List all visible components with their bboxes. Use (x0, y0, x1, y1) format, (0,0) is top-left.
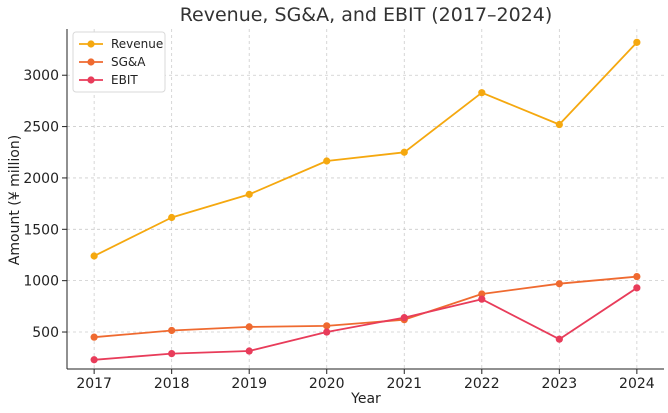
data-point-sg-a-2017 (90, 333, 98, 341)
data-point-ebit-2022 (478, 295, 486, 303)
y-tick-label: 3000 (23, 68, 59, 84)
data-point-revenue-2022 (478, 89, 486, 97)
x-axis-ticks: 2017 2018 2019 2020 2021 2022 2023 2024 (76, 369, 655, 392)
x-tick-label: 2018 (154, 376, 190, 392)
y-tick-label: 2500 (23, 120, 59, 136)
series-line-sg-a (94, 275, 637, 339)
data-point-sg-a-2022 (478, 290, 486, 298)
y-tick-label: 500 (32, 325, 59, 341)
data-point-ebit-2018 (168, 349, 176, 358)
y-axis-label: Amount (¥ million) (7, 135, 23, 265)
series-line-revenue (93, 41, 638, 257)
data-point-ebit-2017 (90, 356, 98, 364)
data-point-revenue-2023 (555, 120, 563, 129)
x-tick-label: 2017 (76, 376, 112, 392)
data-point-sg-a-2020 (323, 322, 331, 330)
x-tick-label: 2019 (231, 376, 267, 392)
data-point-ebit-2019 (245, 347, 253, 355)
legend-marker-sg-a (87, 58, 95, 66)
y-tick-label: 2000 (23, 171, 59, 187)
data-point-ebit-2023 (555, 335, 563, 343)
x-tick-label: 2023 (542, 376, 578, 392)
legend-box (72, 31, 166, 93)
grid (67, 29, 664, 369)
series-line-ebit (94, 287, 638, 361)
legend-marker-ebit (87, 76, 95, 84)
x-tick-label: 2021 (386, 376, 422, 392)
axes (66, 29, 664, 370)
y-tick-label: 1500 (23, 222, 59, 238)
x-axis-label: Year (350, 391, 381, 407)
legend-label-revenue: Revenue (111, 37, 163, 51)
data-point-revenue-2017 (90, 252, 98, 260)
data-point-revenue-2021 (400, 148, 408, 156)
data-point-sg-a-2024 (633, 272, 641, 281)
y-axis-ticks: 500 1000 1500 2000 2500 3000 (23, 68, 67, 341)
x-tick-label: 2020 (309, 376, 345, 392)
legend-marker-revenue (87, 40, 95, 48)
data-point-sg-a-2019 (245, 323, 253, 331)
x-tick-label: 2024 (619, 376, 655, 392)
y-tick-label: 1000 (23, 274, 59, 290)
data-point-revenue-2020 (323, 157, 331, 165)
data-point-ebit-2024 (633, 284, 641, 292)
data-point-ebit-2021 (400, 314, 408, 322)
data-point-sg-a-2018 (168, 326, 176, 335)
data-point-revenue-2018 (168, 213, 176, 222)
data-point-revenue-2024 (633, 38, 641, 46)
data-point-revenue-2019 (245, 190, 253, 198)
series (90, 38, 641, 364)
x-tick-label: 2022 (464, 376, 500, 392)
legend-label-ebit: EBIT (111, 73, 138, 87)
data-point-ebit-2020 (323, 328, 331, 336)
legend-label-sg-a: SG&A (111, 55, 146, 69)
data-point-sg-a-2023 (555, 280, 563, 288)
legend: Revenue SG&A EBIT (72, 31, 166, 93)
chart-title: Revenue, SG&A, and EBIT (2017–2024) (180, 4, 553, 26)
